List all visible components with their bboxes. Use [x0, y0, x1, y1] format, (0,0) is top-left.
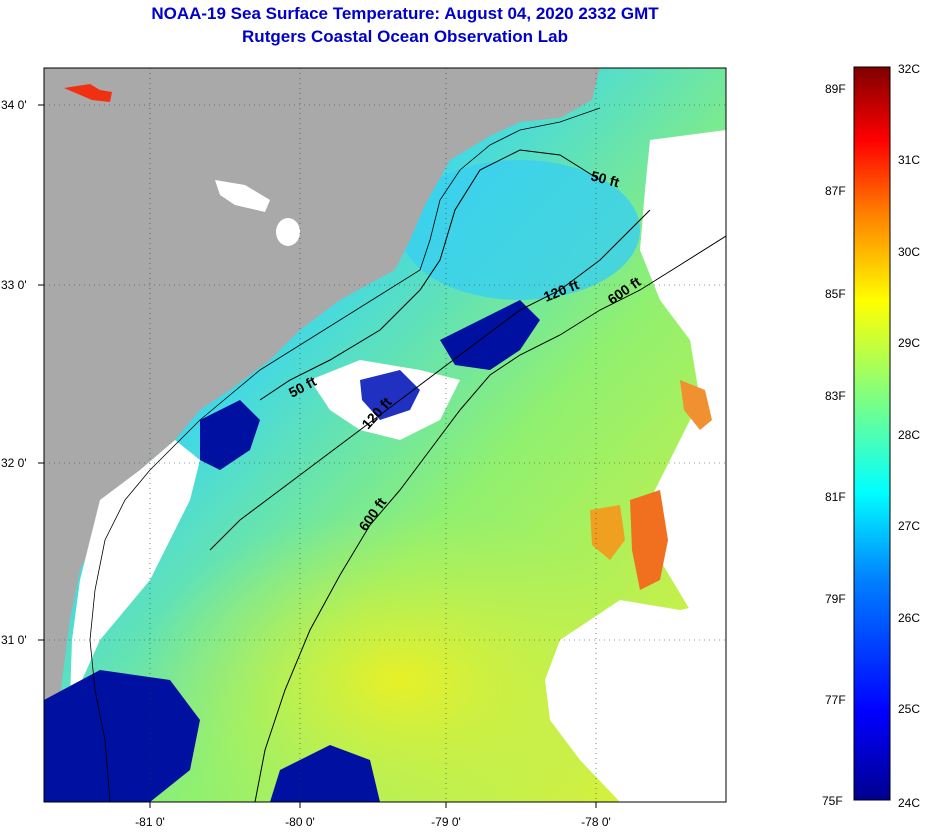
land-area	[44, 68, 600, 790]
cloud-land-1	[215, 180, 270, 212]
colorbar-c-30: 30C	[898, 245, 920, 259]
contour-50ft	[259, 149, 601, 401]
coastline	[89, 107, 601, 802]
cool-water-region	[400, 160, 640, 300]
cloud-shore	[70, 440, 200, 700]
colorbar-f-89: 89F	[825, 82, 846, 96]
contour-120ft	[209, 209, 651, 551]
lon-label-80: -80 0'	[285, 815, 315, 829]
cold-patch-3	[44, 670, 200, 802]
colorbar-c-24: 24C	[898, 796, 920, 810]
colorbar-f-81: 81F	[825, 490, 846, 504]
cold-patch-4	[270, 745, 380, 802]
cloud-east-2	[545, 600, 726, 802]
colorbar-f-77: 77F	[825, 693, 846, 707]
colorbar-f-87: 87F	[825, 184, 846, 198]
colorbar-f-83: 83F	[825, 389, 846, 403]
sst-map[interactable]: 50 ft 120 ft 600 ft 50 ft 120 ft 600 ft …	[0, 0, 790, 832]
lat-label-33: 33 0'	[1, 278, 27, 292]
colorbar-c-28: 28C	[898, 428, 920, 442]
warm-spot-land	[64, 84, 112, 102]
axis-ticks	[38, 104, 597, 808]
cloud-land-2	[276, 218, 300, 246]
warm-patch-3	[680, 380, 712, 430]
colorbar-c-26: 26C	[898, 611, 920, 625]
colorbar-f-75: 75F	[822, 794, 843, 808]
colorbar-f-79: 79F	[825, 592, 846, 606]
title-block: NOAA-19 Sea Surface Temperature: August …	[0, 2, 810, 48]
contour-label-50ft-north: 50 ft	[589, 167, 621, 190]
lon-label-81: -81 0'	[135, 815, 165, 829]
colorbar-c-27: 27C	[898, 519, 920, 533]
colorbar-f-85: 85F	[825, 287, 846, 301]
lon-label-78: -78 0'	[581, 815, 611, 829]
colorbar-gradient	[853, 66, 891, 801]
colorbar-c-32: 32C	[898, 62, 920, 76]
contour-600ft	[254, 235, 726, 802]
colorbar-c-25: 25C	[898, 702, 920, 716]
colorbar-c-31: 31C	[898, 153, 920, 167]
map-frame	[43, 67, 727, 803]
color-scale: 89F 87F 85F 83F 81F 79F 77F 75F 32C 31C …	[822, 62, 920, 810]
warm-patch-1	[630, 490, 668, 590]
lon-label-79: -79 0'	[431, 815, 461, 829]
cold-patch-5	[360, 370, 420, 420]
title-line-2: Rutgers Coastal Ocean Observation Lab	[242, 27, 568, 46]
cold-patch-2	[200, 400, 260, 470]
warm-patch-2	[590, 505, 625, 560]
warm-water-region	[140, 510, 660, 802]
lat-label-32: 32 0'	[1, 456, 27, 470]
colorbar-c-29: 29C	[898, 336, 920, 350]
cold-patch-1	[440, 300, 540, 370]
title-line-1: NOAA-19 Sea Surface Temperature: August …	[151, 4, 659, 23]
lat-label-31: 31 0'	[1, 633, 27, 647]
grid-lines	[44, 68, 726, 802]
lat-label-34: 34 0'	[1, 98, 27, 112]
